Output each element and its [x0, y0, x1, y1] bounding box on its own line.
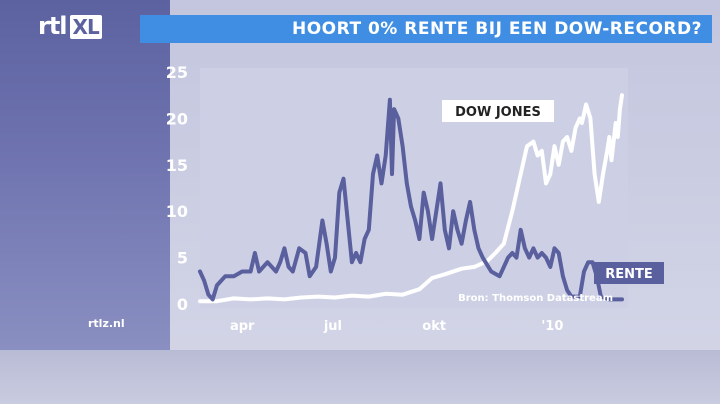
logo-text: rtl [38, 12, 68, 40]
rente-line [198, 97, 624, 302]
y-tick-label: 0 [177, 295, 188, 314]
y-tick-label: 10 [166, 202, 188, 221]
y-tick-label: 15 [166, 156, 188, 175]
background-bottom-strip [0, 350, 720, 404]
dow-jones-label-box [442, 100, 554, 122]
x-tick-label: okt [422, 319, 446, 334]
series-group [198, 93, 624, 304]
x-tick-label: '10 [541, 319, 563, 334]
y-tick-label: 25 [166, 63, 188, 82]
dow-jones-label: DOW JONES [455, 105, 541, 120]
y-axis: 0 5 10 15 20 25 [166, 63, 188, 314]
series-labels: DOW JONES RENTE [442, 100, 664, 284]
rente-label-box [594, 262, 664, 284]
x-axis: apr jul okt '10 [230, 319, 563, 334]
dow-jones-line [198, 93, 624, 304]
source-note: Bron: Thomson Datastream [458, 293, 613, 304]
page-title: HOORT 0% RENTE BIJ EEN DOW-RECORD? [291, 19, 702, 39]
title-bar: HOORT 0% RENTE BIJ EEN DOW-RECORD? [140, 15, 712, 43]
x-tick-label: apr [230, 319, 255, 334]
logo-xl-badge: XL [69, 15, 102, 39]
y-tick-label: 5 [177, 249, 188, 268]
rtl-logo: rtl XL [38, 12, 102, 40]
rente-label: RENTE [605, 267, 653, 282]
y-tick-label: 20 [166, 109, 188, 128]
site-url: rtlz.nl [88, 317, 125, 330]
background-left-panel [0, 0, 170, 350]
x-tick-label: jul [323, 319, 342, 334]
